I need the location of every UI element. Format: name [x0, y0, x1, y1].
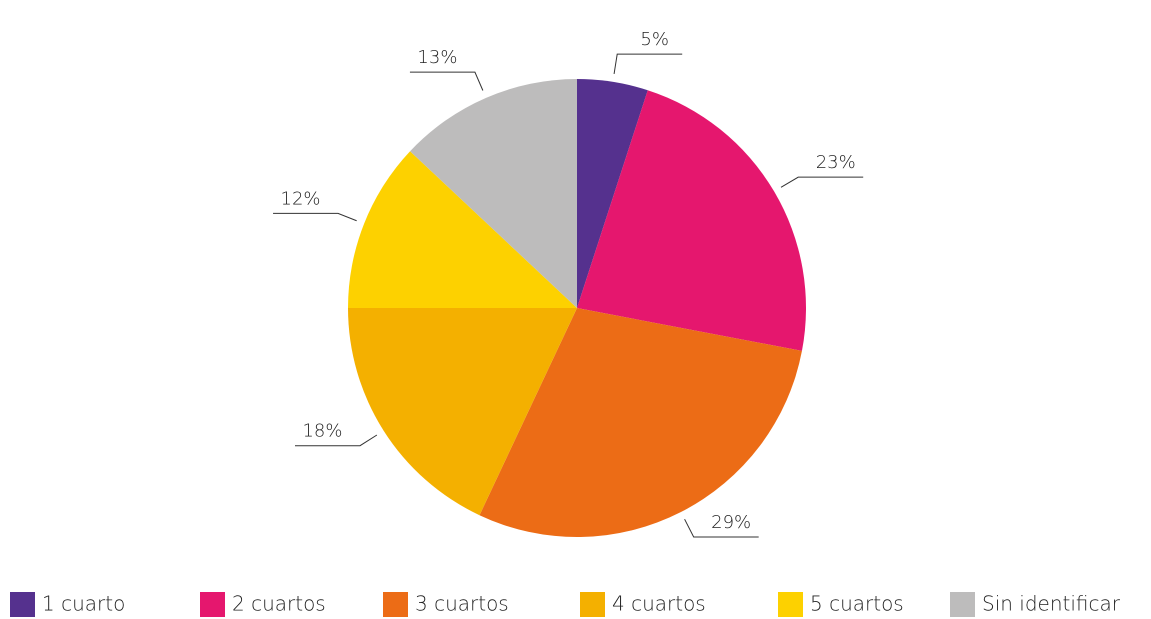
data-label: 5% — [640, 29, 669, 50]
leader-line — [409, 71, 484, 91]
leader-line — [295, 434, 378, 447]
leader-line — [613, 53, 683, 74]
data-label: 13% — [417, 47, 457, 68]
pie-slice — [410, 79, 577, 308]
legend-label: 4 cuartos — [612, 592, 706, 616]
pie-slice — [348, 151, 577, 308]
pie-slice — [348, 308, 577, 516]
legend-label: 3 cuartos — [415, 592, 509, 616]
legend-swatch — [10, 592, 35, 617]
legend-label: 1 cuarto — [42, 592, 125, 616]
legend-swatch — [778, 592, 803, 617]
pie-slice — [479, 308, 802, 538]
leader-line — [684, 518, 759, 538]
legend-label: 2 cuartos — [232, 592, 326, 616]
legend-swatch — [950, 592, 975, 617]
data-label: 23% — [816, 152, 856, 173]
legend-swatch — [200, 592, 225, 617]
leader-line — [273, 212, 357, 222]
data-label: 18% — [302, 421, 342, 442]
data-label: 12% — [281, 188, 321, 209]
data-label: 29% — [711, 512, 751, 533]
legend-swatch — [383, 592, 408, 617]
leader-line — [780, 176, 864, 188]
legend-swatch — [580, 592, 605, 617]
pie-slice — [577, 79, 648, 308]
legend-label: 5 cuartos — [810, 592, 904, 616]
pie-slice — [577, 90, 806, 351]
legend-label: Sin identificar — [982, 592, 1121, 616]
